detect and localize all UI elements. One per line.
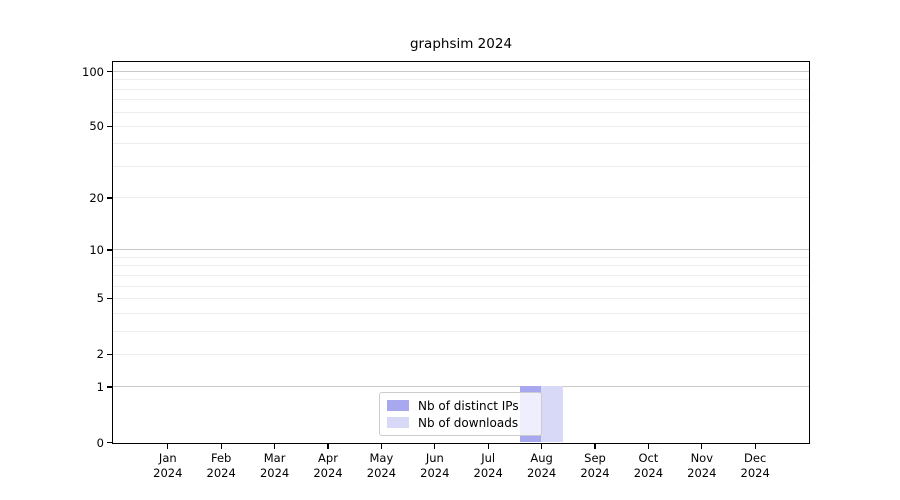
x-tick: [541, 444, 543, 449]
gridline-minor: [113, 125, 809, 127]
gridline-major: [113, 71, 809, 73]
x-tick: [327, 444, 329, 449]
y-tick-label: 20: [89, 190, 104, 205]
bar-downloads: [541, 386, 563, 442]
chart-title: graphsim 2024: [409, 36, 513, 52]
y-tick: [107, 249, 112, 251]
x-tick-label: Aug 2024: [526, 451, 557, 480]
x-tick-label: Jun 2024: [420, 451, 450, 480]
x-tick: [487, 444, 489, 449]
x-tick-label: Jul 2024: [473, 451, 503, 480]
y-tick: [107, 442, 112, 444]
gridline-minor: [113, 274, 809, 276]
x-tick-label: Nov 2024: [687, 451, 717, 480]
gridline-minor: [113, 256, 809, 258]
legend-item-downloads: Nb of downloads: [387, 416, 534, 430]
x-tick: [220, 444, 222, 449]
y-tick: [107, 386, 112, 388]
plot-area: [112, 61, 810, 444]
x-tick: [701, 444, 703, 449]
gridline-minor: [113, 297, 809, 299]
x-tick-label: Mar 2024: [259, 451, 290, 480]
legend: Nb of distinct IPs Nb of downloads: [379, 392, 542, 436]
gridline-minor: [113, 353, 809, 355]
legend-item-distinct-ips: Nb of distinct IPs: [387, 399, 534, 413]
x-tick-label: May 2024: [366, 451, 397, 480]
y-tick: [107, 71, 112, 73]
y-tick: [107, 297, 112, 300]
y-tick-label: 5: [96, 291, 104, 306]
gridline-minor: [113, 197, 809, 199]
y-tick: [107, 125, 112, 128]
y-tick-label: 10: [89, 242, 104, 257]
y-tick-label: 2: [96, 347, 104, 362]
legend-label-distinct-ips: Nb of distinct IPs: [418, 398, 519, 413]
gridline-minor: [113, 165, 809, 167]
y-tick-label: 50: [89, 119, 104, 134]
distinct-ips-swatch: [387, 400, 409, 411]
gridline-minor: [113, 330, 809, 332]
y-tick-label: 0: [96, 435, 104, 450]
x-tick-label: Dec 2024: [740, 451, 770, 480]
gridline-minor: [113, 79, 809, 81]
gridline-minor: [113, 265, 809, 267]
gridline-minor: [113, 312, 809, 314]
x-tick: [754, 444, 756, 449]
gridline-minor: [113, 111, 809, 113]
x-tick: [647, 444, 650, 449]
gridline-minor: [113, 285, 809, 287]
x-tick-label: Sep 2024: [580, 451, 610, 480]
x-tick: [594, 444, 596, 449]
y-tick: [107, 353, 112, 355]
x-tick-label: Feb 2024: [206, 451, 236, 480]
gridline-minor: [113, 99, 809, 101]
x-tick-label: Jan 2024: [153, 451, 183, 480]
downloads-swatch: [387, 417, 409, 428]
gridline-minor: [113, 88, 809, 90]
gridline-minor: [113, 143, 809, 145]
y-tick: [107, 197, 112, 199]
x-tick: [274, 444, 276, 449]
x-tick: [167, 444, 169, 449]
x-tick: [380, 444, 383, 449]
y-tick-label: 1: [96, 379, 104, 394]
gridline-major: [113, 249, 809, 251]
x-tick-label: Oct 2024: [633, 451, 664, 480]
x-tick: [434, 444, 436, 449]
x-tick-label: Apr 2024: [313, 451, 343, 480]
y-tick-label: 100: [82, 64, 104, 79]
legend-label-downloads: Nb of downloads: [418, 415, 519, 430]
gridline-major: [113, 386, 809, 388]
